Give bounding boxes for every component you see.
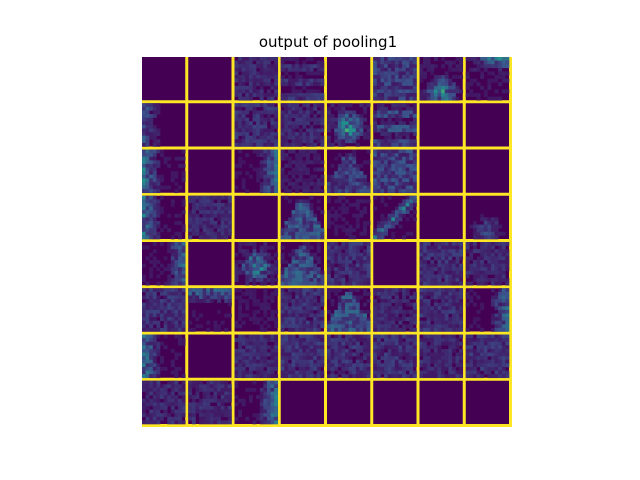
- feature-map-tile: [327, 103, 371, 147]
- feature-map-tile: [465, 334, 510, 379]
- feature-map-tile: [280, 334, 325, 379]
- feature-map-tile: [373, 242, 417, 286]
- feature-map-tile: [465, 57, 510, 101]
- feature-map-tile: [142, 242, 186, 286]
- feature-map-tile: [419, 149, 463, 193]
- feature-map-tile: [373, 103, 417, 147]
- feature-map-tile: [465, 242, 510, 286]
- feature-map-tile: [327, 242, 371, 286]
- feature-map-tile: [280, 149, 325, 194]
- feature-map-tile: [142, 334, 186, 379]
- feature-map-tile: [280, 57, 325, 101]
- feature-map-tile: [188, 195, 232, 240]
- feature-map-tile: [419, 195, 463, 239]
- feature-map-tile: [280, 195, 325, 240]
- feature-map-tile: [373, 57, 417, 101]
- feature-map-tile: [327, 380, 371, 424]
- feature-map-tile: [419, 288, 464, 332]
- feature-map-tile: [234, 57, 279, 101]
- feature-map-tile: [234, 334, 279, 379]
- feature-map-tile: [234, 242, 279, 286]
- feature-map-tile: [188, 380, 232, 425]
- feature-map-tile: [465, 288, 510, 332]
- feature-map-tile: [327, 149, 371, 194]
- feature-map-tile: [234, 149, 279, 194]
- feature-map-tile: [465, 380, 509, 424]
- feature-map-tile: [327, 195, 371, 240]
- feature-map-tile: [188, 334, 232, 378]
- feature-map-tile: [280, 288, 325, 332]
- feature-map-tile: [188, 288, 232, 332]
- feature-map-tile: [234, 380, 279, 425]
- feature-map-tile: [142, 57, 186, 101]
- feature-map-tile: [142, 149, 186, 194]
- feature-map-tile: [188, 149, 232, 193]
- feature-map-tile: [419, 334, 464, 379]
- feature-map-tile: [280, 380, 324, 424]
- feature-map-tile: [419, 103, 463, 147]
- feature-map-tile: [327, 57, 371, 101]
- feature-map-tile: [373, 195, 417, 240]
- feature-map-tile: [465, 149, 509, 193]
- feature-map-tile: [373, 149, 417, 194]
- feature-map-tile: [234, 288, 279, 332]
- feature-map-tile: [234, 103, 279, 147]
- feature-map-tile: [465, 103, 509, 147]
- feature-map-tile: [188, 57, 232, 101]
- feature-map-tile: [327, 334, 371, 379]
- feature-map-tile: [327, 288, 371, 332]
- feature-map-tile: [142, 195, 186, 240]
- chart-title: output of pooling1: [258, 33, 398, 51]
- feature-map-tile: [142, 103, 186, 147]
- feature-map-tile: [373, 288, 417, 332]
- feature-map-tile: [188, 242, 232, 286]
- feature-map-tile: [280, 103, 325, 147]
- feature-map-tile: [419, 242, 464, 286]
- feature-map-tile: [373, 334, 417, 379]
- feature-map-tile: [419, 57, 464, 101]
- feature-map-tile: [142, 380, 186, 425]
- feature-map-tile: [465, 195, 509, 240]
- feature-map-tile: [142, 288, 186, 332]
- feature-map-tile: [373, 380, 417, 424]
- feature-map-tile: [188, 103, 232, 147]
- feature-map-tile: [280, 242, 325, 286]
- feature-map-tile: [419, 380, 463, 424]
- feature-map-tile: [234, 195, 278, 239]
